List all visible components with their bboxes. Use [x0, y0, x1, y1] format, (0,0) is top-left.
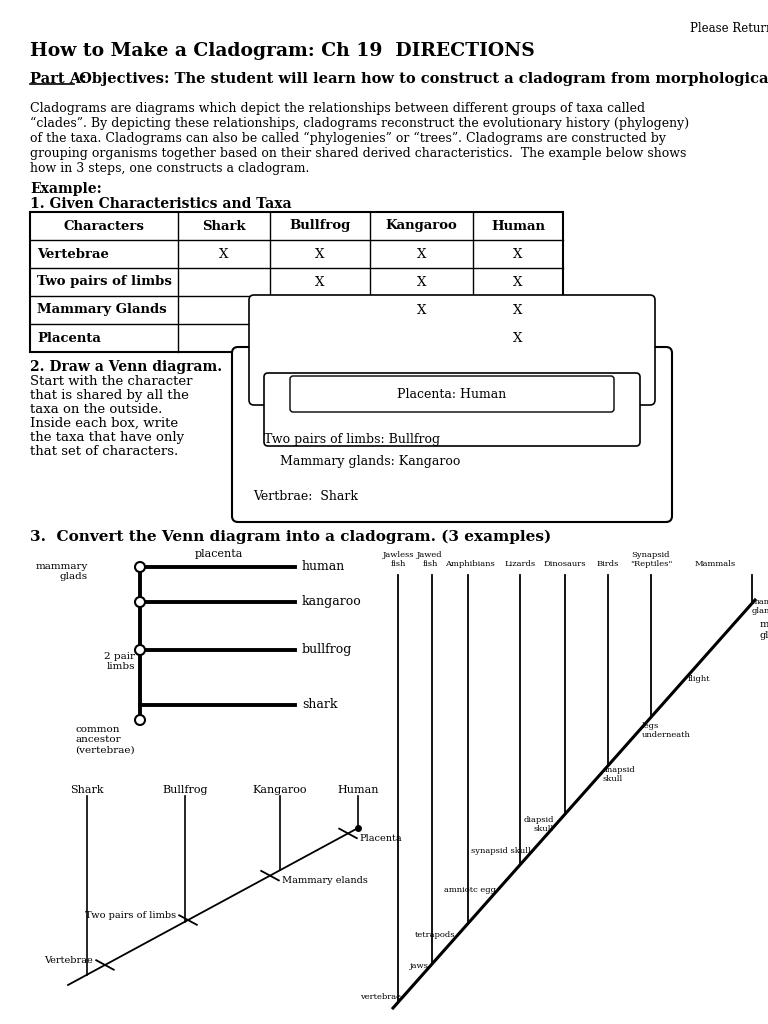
- Text: tetrapods: tetrapods: [415, 931, 455, 939]
- Text: Objectives: The student will learn how to construct a cladogram from morphologic: Objectives: The student will learn how t…: [74, 72, 768, 86]
- Text: Placenta: Placenta: [37, 332, 101, 344]
- Text: of the taxa. Cladograms can also be called “phylogenies” or “trees”. Cladograms : of the taxa. Cladograms can also be call…: [30, 132, 666, 145]
- Text: Human: Human: [491, 219, 545, 232]
- FancyBboxPatch shape: [290, 376, 614, 412]
- Text: human: human: [302, 560, 346, 573]
- Text: X: X: [316, 275, 325, 289]
- FancyBboxPatch shape: [264, 373, 640, 446]
- Text: how in 3 steps, one constructs a cladogram.: how in 3 steps, one constructs a cladogr…: [30, 162, 310, 175]
- Text: X: X: [513, 275, 523, 289]
- Text: Shark: Shark: [70, 785, 104, 795]
- Text: Birds: Birds: [597, 560, 619, 568]
- Circle shape: [135, 645, 145, 655]
- Circle shape: [135, 562, 145, 572]
- Text: Please Return!: Please Return!: [690, 22, 768, 35]
- Text: Jawless
fish: Jawless fish: [382, 551, 414, 568]
- Text: Inside each box, write: Inside each box, write: [30, 417, 178, 430]
- Text: Kangaroo: Kangaroo: [253, 785, 307, 795]
- Text: Two pairs of limbs: Bullfrog: Two pairs of limbs: Bullfrog: [264, 433, 440, 446]
- Text: grouping organisms together based on their shared derived characteristics.  The : grouping organisms together based on the…: [30, 147, 687, 160]
- Circle shape: [135, 715, 145, 725]
- Text: Shark: Shark: [202, 219, 246, 232]
- Text: Example:: Example:: [30, 182, 101, 196]
- Text: Mammary Glands: Mammary Glands: [37, 303, 167, 316]
- Text: X: X: [513, 248, 523, 260]
- Text: legs
underneath: legs underneath: [641, 722, 690, 739]
- Text: Dinosaurs: Dinosaurs: [544, 560, 586, 568]
- Text: mammary
glads: mammary glads: [35, 562, 88, 582]
- Text: Start with the character: Start with the character: [30, 375, 193, 388]
- Text: amniotc egg: amniotc egg: [444, 886, 495, 894]
- Text: X: X: [417, 303, 426, 316]
- Text: Mammary elands: Mammary elands: [282, 876, 368, 885]
- Text: X: X: [513, 303, 523, 316]
- Text: 3.  Convert the Venn diagram into a cladogram. (3 examples): 3. Convert the Venn diagram into a clado…: [30, 530, 551, 545]
- Text: common
ancestor
(vertebrae): common ancestor (vertebrae): [75, 725, 134, 755]
- Text: shark: shark: [302, 698, 337, 712]
- Text: the taxa that have only: the taxa that have only: [30, 431, 184, 444]
- Text: kangaroo: kangaroo: [302, 596, 362, 608]
- Text: 1. Given Characteristics and Taxa: 1. Given Characteristics and Taxa: [30, 197, 292, 211]
- Text: Vertebrae: Vertebrae: [37, 248, 109, 260]
- Text: Characters: Characters: [64, 219, 144, 232]
- Bar: [30, 212, 563, 352]
- Text: Cladograms are diagrams which depict the relationships between different groups : Cladograms are diagrams which depict the…: [30, 102, 645, 115]
- Text: Part A:: Part A:: [30, 72, 87, 86]
- Text: mammary
glands: mammary glands: [751, 598, 768, 615]
- Text: that set of characters.: that set of characters.: [30, 445, 178, 458]
- Text: Two pairs of limbs: Two pairs of limbs: [85, 910, 176, 920]
- Text: flight: flight: [687, 675, 710, 683]
- Text: “clades”. By depicting these relationships, cladograms reconstruct the evolution: “clades”. By depicting these relationshi…: [30, 117, 689, 130]
- Text: Synapsid
"Reptiles": Synapsid "Reptiles": [630, 551, 672, 568]
- Text: Mammals: Mammals: [694, 560, 736, 568]
- Text: Vertebrae: Vertebrae: [45, 955, 93, 965]
- Text: Bullfrog: Bullfrog: [162, 785, 208, 795]
- Text: taxa on the outside.: taxa on the outside.: [30, 403, 162, 416]
- Text: Placenta: Human: Placenta: Human: [397, 387, 507, 400]
- Text: Vertbrae:  Shark: Vertbrae: Shark: [253, 489, 358, 503]
- Text: Bullfrog: Bullfrog: [290, 219, 351, 232]
- Text: How to Make a Cladogram: Ch 19  DIRECTIONS: How to Make a Cladogram: Ch 19 DIRECTION…: [30, 42, 535, 60]
- Text: Kangaroo: Kangaroo: [386, 219, 458, 232]
- Text: Jawed
fish: Jawed fish: [417, 551, 443, 568]
- Text: vertebrae: vertebrae: [359, 993, 401, 1001]
- Circle shape: [135, 597, 145, 607]
- Text: synapsid skull: synapsid skull: [471, 847, 531, 855]
- Text: mammary
glands: mammary glands: [760, 621, 768, 640]
- Text: X: X: [513, 332, 523, 344]
- Text: diapsid
skull: diapsid skull: [523, 816, 554, 834]
- Text: 2 pair
limbs: 2 pair limbs: [104, 652, 135, 672]
- Text: X: X: [316, 248, 325, 260]
- Text: placenta: placenta: [195, 549, 243, 559]
- Text: X: X: [220, 248, 229, 260]
- Text: 2. Draw a Venn diagram.: 2. Draw a Venn diagram.: [30, 360, 222, 374]
- Text: Placenta: Placenta: [359, 834, 402, 843]
- Text: bullfrog: bullfrog: [302, 643, 353, 656]
- Text: Two pairs of limbs: Two pairs of limbs: [37, 275, 172, 289]
- Text: jaws: jaws: [410, 962, 429, 970]
- Text: anapsid
skull: anapsid skull: [602, 766, 635, 783]
- Text: Mammary glands: Kangaroo: Mammary glands: Kangaroo: [280, 456, 460, 469]
- FancyBboxPatch shape: [249, 295, 655, 406]
- Text: Lizards: Lizards: [505, 560, 535, 568]
- Text: X: X: [417, 248, 426, 260]
- Text: that is shared by all the: that is shared by all the: [30, 389, 189, 402]
- Text: X: X: [417, 275, 426, 289]
- Text: Amphibians: Amphibians: [445, 560, 495, 568]
- FancyBboxPatch shape: [232, 347, 672, 522]
- Text: Human: Human: [337, 785, 379, 795]
